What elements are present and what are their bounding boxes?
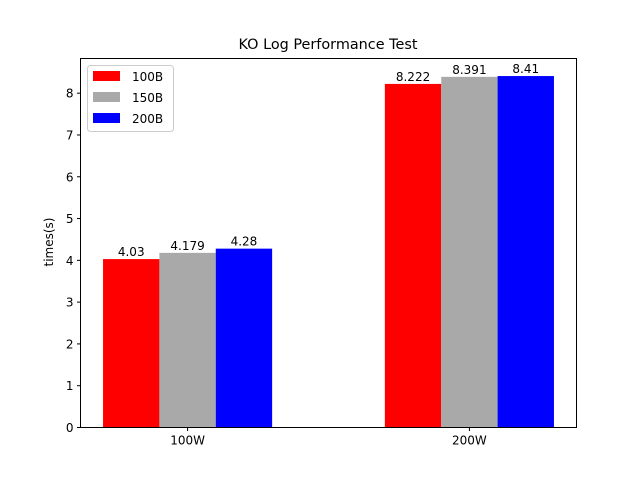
x-tick-label: 200W <box>452 434 487 448</box>
data-label: 8.222 <box>396 70 430 84</box>
legend-label: 200B <box>132 112 163 126</box>
data-label: 8.41 <box>512 62 539 76</box>
plot-frame <box>80 58 577 428</box>
bar-200B-100W <box>215 248 273 428</box>
data-label: 8.391 <box>452 63 486 77</box>
y-tick-label: 3 <box>66 296 74 310</box>
y-tick-label: 7 <box>66 128 74 142</box>
y-tick-label: 2 <box>66 337 74 351</box>
x-tick-label: 100W <box>170 434 205 448</box>
legend-swatch <box>93 113 120 123</box>
y-axis-label: times(s) <box>42 218 56 267</box>
data-label: 4.179 <box>170 239 204 253</box>
y-tick-label: 1 <box>66 379 74 393</box>
data-label: 4.28 <box>231 235 258 249</box>
data-label: 4.03 <box>118 245 145 259</box>
legend-label: 100B <box>132 70 163 84</box>
legend-label: 150B <box>132 91 163 105</box>
y-tick-label: 0 <box>66 421 74 435</box>
legend-swatch <box>93 92 120 102</box>
y-tick-label: 4 <box>66 254 74 268</box>
bar-100B-100W <box>103 259 160 428</box>
chart-title: KO Log Performance Test <box>239 37 418 53</box>
bar-150B-100W <box>159 252 216 428</box>
bar-200B-200W <box>497 76 554 428</box>
y-tick-label: 8 <box>66 87 74 101</box>
legend-swatch <box>93 71 120 81</box>
y-tick-label: 6 <box>66 170 74 184</box>
y-tick-label: 5 <box>66 212 74 226</box>
bar-150B-200W <box>441 76 498 428</box>
legend: 100B 150B 200B <box>87 65 174 132</box>
bar-100B-200W <box>384 83 442 428</box>
